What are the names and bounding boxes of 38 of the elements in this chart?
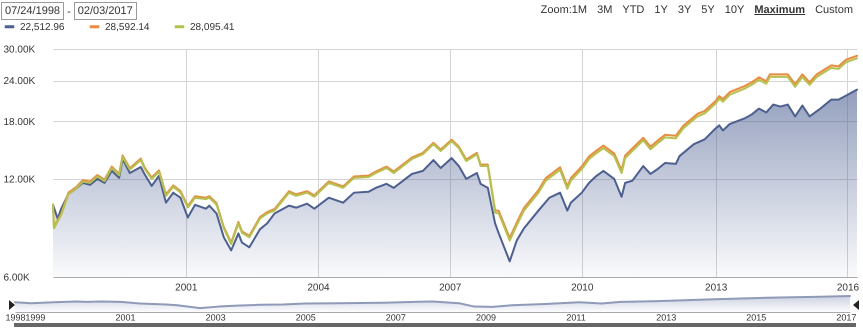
- x-tick-label: 2007: [439, 282, 462, 294]
- text: YTD: [622, 4, 644, 16]
- text: 02/03/2017: [74, 2, 137, 20]
- y-tick-label: 18.00K: [4, 116, 36, 128]
- text: 3M: [597, 4, 612, 16]
- y-tick-label: 6.00K: [4, 272, 30, 284]
- x-tick-label: 2010: [571, 282, 594, 294]
- x-tick-label: 2001: [116, 312, 136, 322]
- x-tick-label: 2005: [296, 312, 316, 322]
- text: -: [67, 6, 71, 18]
- legend-label: 28,095.41: [190, 22, 235, 33]
- text: 5Y: [701, 4, 715, 16]
- text: Maximum: [754, 4, 806, 16]
- legend-label: 28,592.14: [105, 22, 150, 33]
- text: 3Y: [678, 4, 692, 16]
- x-tick-label: 2016: [836, 282, 860, 294]
- y-tick-label: 24.00K: [4, 76, 36, 88]
- x-tick-label: 2013: [656, 312, 676, 322]
- y-tick-label: 12.00K: [4, 174, 36, 186]
- x-tick-label: 2004: [307, 282, 330, 294]
- x-tick-label: 2017: [836, 312, 856, 322]
- text: 1M: [572, 4, 588, 16]
- text: 10Y: [724, 4, 744, 16]
- y-tick-label: 30.00K: [4, 44, 36, 56]
- x-tick-label: 2003: [206, 312, 226, 322]
- x-tick-label: 2001: [175, 282, 198, 294]
- text: Custom: [815, 4, 853, 16]
- text: Zoom:: [540, 4, 572, 16]
- text: 1Y: [654, 4, 668, 16]
- x-tick-label: 2011: [566, 312, 586, 322]
- x-tick-label: 2007: [386, 312, 406, 322]
- x-tick-label: 1998: [5, 312, 26, 322]
- legend-label: 22,512.96: [20, 22, 65, 33]
- x-tick-label: 2015: [746, 312, 766, 322]
- x-tick-label: 1999: [25, 312, 46, 322]
- text: 07/24/1998: [1, 2, 64, 20]
- x-tick-label: 2009: [476, 312, 496, 322]
- x-tick-label: 2013: [705, 282, 728, 294]
